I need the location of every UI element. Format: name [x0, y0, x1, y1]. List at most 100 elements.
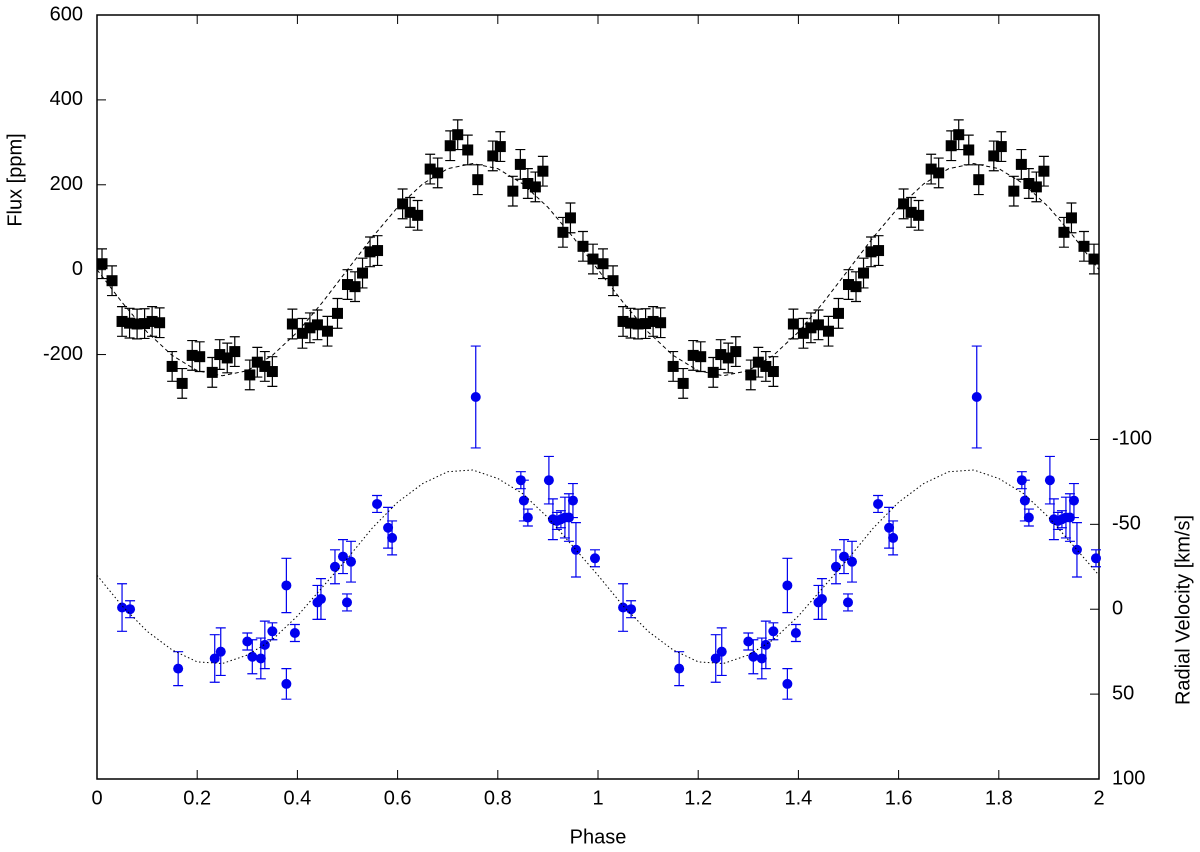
data-point [247, 651, 258, 662]
data-point [822, 325, 834, 337]
y-tick-label: 200 [50, 173, 83, 195]
data-point [321, 325, 333, 337]
data-point [963, 144, 975, 156]
data-point [337, 551, 348, 562]
data-point [462, 144, 474, 156]
data-point [913, 209, 925, 221]
data-point [687, 349, 699, 361]
y2-axis-label: Radial Velocity [km/s] [1172, 515, 1194, 705]
x-tick-label: 1.4 [784, 787, 812, 809]
data-point [267, 626, 278, 637]
data-point [383, 522, 394, 533]
y-tick-label: 0 [72, 258, 83, 280]
data-point [342, 279, 353, 291]
x-tick-label: 1.8 [985, 787, 1013, 809]
data-point [745, 369, 757, 381]
data-point [843, 279, 854, 291]
data-point [756, 653, 767, 664]
data-point [106, 275, 118, 287]
y2-tick-label: -50 [1112, 513, 1141, 535]
data-point [357, 267, 369, 279]
data-point [543, 475, 554, 486]
data-point [266, 366, 278, 378]
data-point [522, 178, 534, 190]
data-point [695, 351, 707, 363]
data-point [214, 349, 226, 361]
x-tick-label: 0 [91, 787, 102, 809]
data-point [251, 356, 263, 368]
data-point [617, 315, 629, 327]
data-point [557, 226, 569, 238]
data-point [296, 327, 308, 339]
data-point [364, 246, 376, 258]
data-point [96, 258, 108, 270]
data-point [1068, 495, 1079, 506]
data-point [790, 627, 801, 638]
x-axis-label: Phase [570, 826, 627, 848]
data-point [722, 352, 734, 364]
data-point [597, 258, 609, 270]
data-point [564, 212, 576, 224]
data-point [372, 245, 384, 257]
data-point [1058, 226, 1070, 238]
data-point [116, 315, 128, 327]
y-tick-label: 400 [50, 88, 83, 110]
data-point [124, 317, 136, 329]
data-point [898, 198, 910, 210]
y2-tick-label: 0 [1112, 598, 1123, 620]
data-point [125, 604, 136, 615]
data-point [154, 317, 166, 329]
data-point [1019, 495, 1030, 506]
data-point [1008, 185, 1020, 197]
data-point [988, 150, 1000, 162]
data-point [1044, 475, 1055, 486]
data-point [812, 319, 824, 331]
x-tick-label: 0.2 [183, 787, 211, 809]
data-point [472, 174, 484, 186]
data-point [349, 281, 361, 293]
data-point [1088, 253, 1100, 265]
data-point [716, 646, 727, 657]
data-point [847, 556, 858, 567]
data-point [346, 556, 357, 567]
y2-tick-label: 100 [1112, 767, 1145, 789]
data-point [607, 275, 619, 287]
data-point [953, 129, 965, 141]
data-point [667, 360, 679, 372]
data-point [341, 597, 352, 608]
data-point [286, 318, 298, 330]
x-tick-label: 0.4 [283, 787, 311, 809]
data-point [647, 315, 659, 327]
data-point [925, 163, 937, 175]
model-curve [96, 163, 1100, 377]
data-point [259, 360, 271, 372]
data-point [432, 167, 444, 179]
y2-tick-label: 50 [1112, 682, 1134, 704]
y2-tick-label: -100 [1112, 428, 1152, 450]
y-axis-label: Flux [ppm] [4, 133, 26, 226]
data-point [1071, 544, 1082, 555]
data-point [865, 246, 877, 258]
data-point [194, 351, 206, 363]
data-point [514, 158, 526, 170]
data-point [805, 322, 817, 334]
data-point [768, 626, 779, 637]
data-point [618, 602, 629, 613]
data-point [229, 346, 241, 358]
data-point [632, 318, 644, 330]
data-point [640, 318, 652, 330]
data-point [842, 597, 853, 608]
data-point [186, 349, 198, 361]
data-point [816, 594, 827, 605]
data-point [707, 366, 719, 378]
data-point [971, 392, 982, 402]
data-point [315, 594, 326, 605]
x-tick-label: 0.6 [384, 787, 412, 809]
data-point [858, 267, 870, 279]
data-point [304, 322, 316, 334]
data-point [281, 678, 292, 689]
data-point [1078, 240, 1090, 252]
data-point [1090, 553, 1101, 564]
data-point [176, 377, 188, 389]
data-point [674, 663, 685, 674]
